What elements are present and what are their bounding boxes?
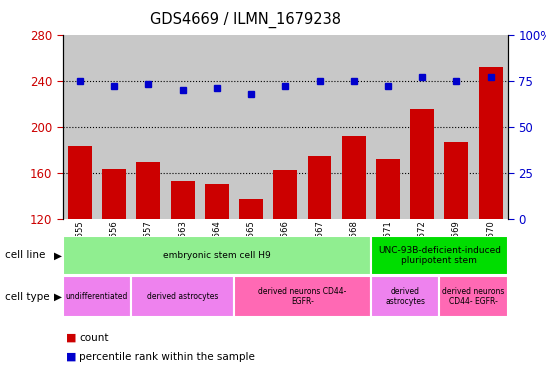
Text: derived neurons CD44-
EGFR-: derived neurons CD44- EGFR- [258, 287, 347, 306]
Text: cell line: cell line [5, 250, 46, 260]
Bar [131, 276, 234, 317]
Text: ▶: ▶ [54, 291, 62, 302]
Bar [307, 156, 331, 357]
Text: percentile rank within the sample: percentile rank within the sample [79, 352, 255, 362]
Bar [440, 35, 473, 219]
Text: ■: ■ [66, 333, 76, 343]
Text: derived
astrocytes: derived astrocytes [385, 287, 425, 306]
Text: undifferentiated: undifferentiated [66, 292, 128, 301]
Text: derived astrocytes: derived astrocytes [147, 292, 218, 301]
Bar [405, 35, 440, 219]
Bar [479, 67, 503, 357]
Bar [200, 35, 234, 219]
Bar [170, 181, 194, 357]
Text: ▶: ▶ [54, 250, 62, 260]
Bar [136, 162, 161, 357]
Bar [63, 276, 131, 317]
Bar [165, 35, 200, 219]
Bar [63, 35, 97, 219]
Text: GDS4669 / ILMN_1679238: GDS4669 / ILMN_1679238 [150, 12, 341, 28]
Text: derived neurons
CD44- EGFR-: derived neurons CD44- EGFR- [442, 287, 505, 306]
Bar [440, 276, 508, 317]
Bar [68, 146, 92, 357]
Text: ■: ■ [66, 352, 76, 362]
Bar [102, 169, 126, 357]
Bar [371, 276, 440, 317]
Bar [268, 35, 302, 219]
Bar [234, 35, 268, 219]
Bar [371, 236, 508, 275]
Text: cell type: cell type [5, 291, 50, 302]
Text: embryonic stem cell H9: embryonic stem cell H9 [163, 251, 271, 260]
Bar [337, 35, 371, 219]
Text: UNC-93B-deficient-induced
pluripotent stem: UNC-93B-deficient-induced pluripotent st… [378, 246, 501, 265]
Bar [410, 109, 434, 357]
Bar [234, 276, 371, 317]
Bar [205, 184, 229, 357]
Bar [239, 199, 263, 357]
Bar [63, 236, 371, 275]
Bar [302, 35, 337, 219]
Bar [473, 35, 508, 219]
Bar [371, 35, 405, 219]
Bar [444, 142, 468, 357]
Text: count: count [79, 333, 109, 343]
Bar [274, 170, 297, 357]
Bar [342, 136, 366, 357]
Bar [376, 159, 400, 357]
Bar [131, 35, 165, 219]
Bar [97, 35, 131, 219]
